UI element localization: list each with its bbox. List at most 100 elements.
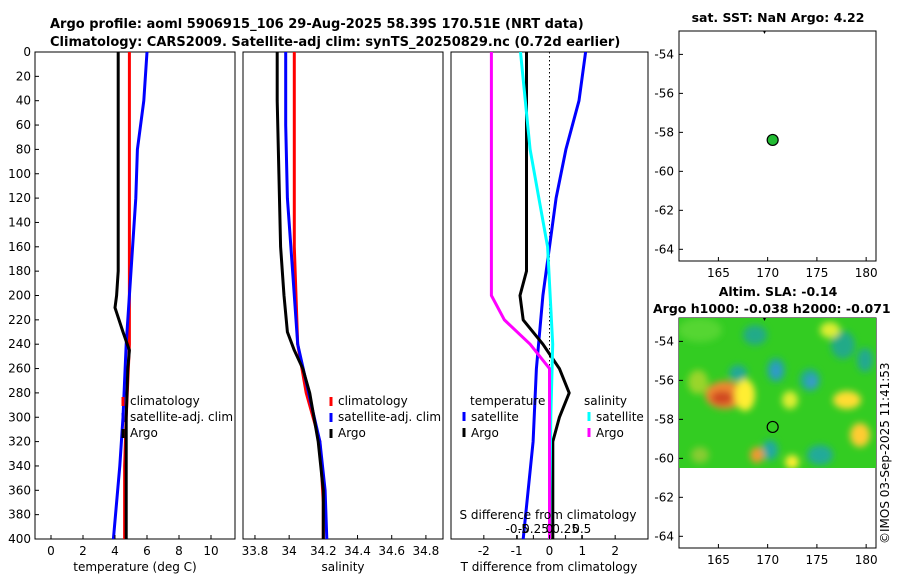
series-line-s-argo	[489, 52, 551, 539]
sla-blob	[729, 365, 747, 381]
series-line-t-satellite	[521, 52, 588, 539]
y-tick-label: 340	[8, 459, 31, 473]
legend-t-argo-label: Argo	[471, 426, 499, 440]
x-tick-label: 4	[111, 544, 119, 558]
lat-tick-label: -58	[654, 125, 674, 139]
legend-s-satellite-label: satellite	[596, 410, 644, 424]
lat-tick-label: -64	[654, 529, 674, 543]
y-tick-label: 300	[8, 410, 31, 424]
legend-satellite-label: satellite-adj. clim	[338, 410, 441, 424]
x-tick-label: 0	[546, 544, 554, 558]
sla-blob	[735, 379, 755, 411]
y-tick-label: 360	[8, 483, 31, 497]
imos-watermark: ©IMOS 03-Sep-2025 11:41:53	[878, 362, 892, 544]
salinity-difference-label: S difference from climatology	[460, 508, 637, 522]
y-tick-label: 80	[16, 142, 31, 156]
y-tick-label: 20	[16, 69, 31, 83]
lon-tick-label: 180	[855, 266, 878, 280]
sla-blob	[762, 440, 778, 460]
temperature-panel: 0204060801001201401601802002202402602803…	[8, 45, 236, 574]
y-tick-label: 40	[16, 94, 31, 108]
series-line-satellite-adj-clim	[111, 52, 149, 539]
x-tick-label: 34.4	[344, 544, 371, 558]
sla-map-title-line1: Altim. SLA: -0.14	[719, 284, 838, 299]
y-tick-label: 120	[8, 191, 31, 205]
temperature-difference-xlabel: T difference from climatology	[460, 560, 638, 574]
temperature-xlabel: temperature (deg C)	[73, 560, 196, 574]
sla-blob	[771, 364, 781, 378]
main-title-line1: Argo profile: aoml 5906915_106 29-Aug-20…	[50, 17, 584, 32]
legend-argo-label: Argo	[130, 426, 158, 440]
salinity-plot-frame	[242, 51, 444, 540]
main-title-line2: Climatology: CARS2009. Satellite-adj cli…	[50, 35, 620, 50]
sla-blob	[711, 391, 733, 405]
top-tick-label: 0.5	[572, 522, 591, 536]
lon-tick-label: 165	[707, 266, 730, 280]
lat-tick-label: -54	[654, 47, 674, 61]
y-tick-label: 160	[8, 240, 31, 254]
y-tick-label: 140	[8, 215, 31, 229]
series-line-satellite-adj-clim	[284, 52, 329, 539]
x-tick-label: 34.2	[310, 544, 337, 558]
sla-blob	[785, 455, 799, 468]
temperature-legend: climatology satellite-adj. clim Argo	[121, 394, 233, 440]
sla-blob	[750, 447, 764, 463]
difference-legend: temperature salinity satellite Argo sate…	[462, 394, 644, 440]
top-tick-label: 0.25	[552, 522, 579, 536]
x-tick-label: 34	[282, 544, 297, 558]
lat-tick-label: -62	[654, 490, 674, 504]
sla-blob	[807, 445, 833, 465]
lat-tick-label: -56	[654, 86, 674, 100]
lon-tick-label: 175	[805, 553, 828, 567]
legend-climatology-label: climatology	[338, 394, 408, 408]
sst-map-frame	[678, 30, 877, 262]
x-tick-label: 8	[175, 544, 183, 558]
sla-blob	[688, 370, 708, 394]
legend-s-argo-label: Argo	[596, 426, 624, 440]
x-tick-label: 6	[143, 544, 151, 558]
lat-tick-label: -60	[654, 164, 674, 178]
sla-blob	[831, 331, 855, 359]
lon-tick-label: 175	[805, 266, 828, 280]
y-tick-label: 0	[23, 45, 31, 59]
sla-heatmap	[679, 318, 876, 468]
legend-satellite-label: satellite-adj. clim	[130, 410, 233, 424]
y-tick-label: 380	[8, 508, 31, 522]
x-tick-label: 2	[79, 544, 87, 558]
salinity-legend: climatology satellite-adj. clim Argo	[329, 394, 441, 440]
sla-blob	[743, 325, 767, 345]
x-tick-label: 0	[47, 544, 55, 558]
sla-blob	[679, 318, 722, 342]
sla-blob	[833, 391, 861, 409]
salinity-xlabel: salinity	[321, 560, 364, 574]
sla-blob	[820, 322, 840, 338]
sla-blob	[782, 391, 798, 409]
y-tick-label: 260	[8, 362, 31, 376]
lat-tick-label: -64	[654, 242, 674, 256]
x-tick-label: -1	[511, 544, 523, 558]
salinity-panel: 33.8 34 34.2 34.4 34.6 34.8 salinity climatol…	[242, 51, 444, 574]
top-tick-label: -0.5	[506, 522, 529, 536]
y-tick-label: 400	[8, 532, 31, 546]
lat-tick-label: -58	[654, 412, 674, 426]
y-tick-label: 320	[8, 435, 31, 449]
sla-blob	[807, 376, 817, 388]
sla-map-top-marker	[763, 318, 766, 321]
y-tick-label: 100	[8, 167, 31, 181]
sst-map-title: sat. SST: NaN Argo: 4.22	[692, 10, 865, 25]
sst-map-top-marker	[763, 31, 766, 34]
y-tick-label: 180	[8, 264, 31, 278]
series-line-climatology	[123, 52, 131, 539]
y-tick-label: 200	[8, 289, 31, 303]
y-tick-label: 60	[16, 118, 31, 132]
lat-tick-label: -56	[654, 373, 674, 387]
argo-float-position-marker	[766, 133, 779, 147]
lat-tick-label: -54	[654, 334, 674, 348]
series-line-t-argo	[518, 52, 571, 539]
legend-argo-label: Argo	[338, 426, 366, 440]
legend-temperature-heading: temperature	[470, 394, 545, 408]
y-tick-label: 220	[8, 313, 31, 327]
y-tick-label: 280	[8, 386, 31, 400]
lat-tick-label: -62	[654, 203, 674, 217]
legend-salinity-heading: salinity	[584, 394, 627, 408]
